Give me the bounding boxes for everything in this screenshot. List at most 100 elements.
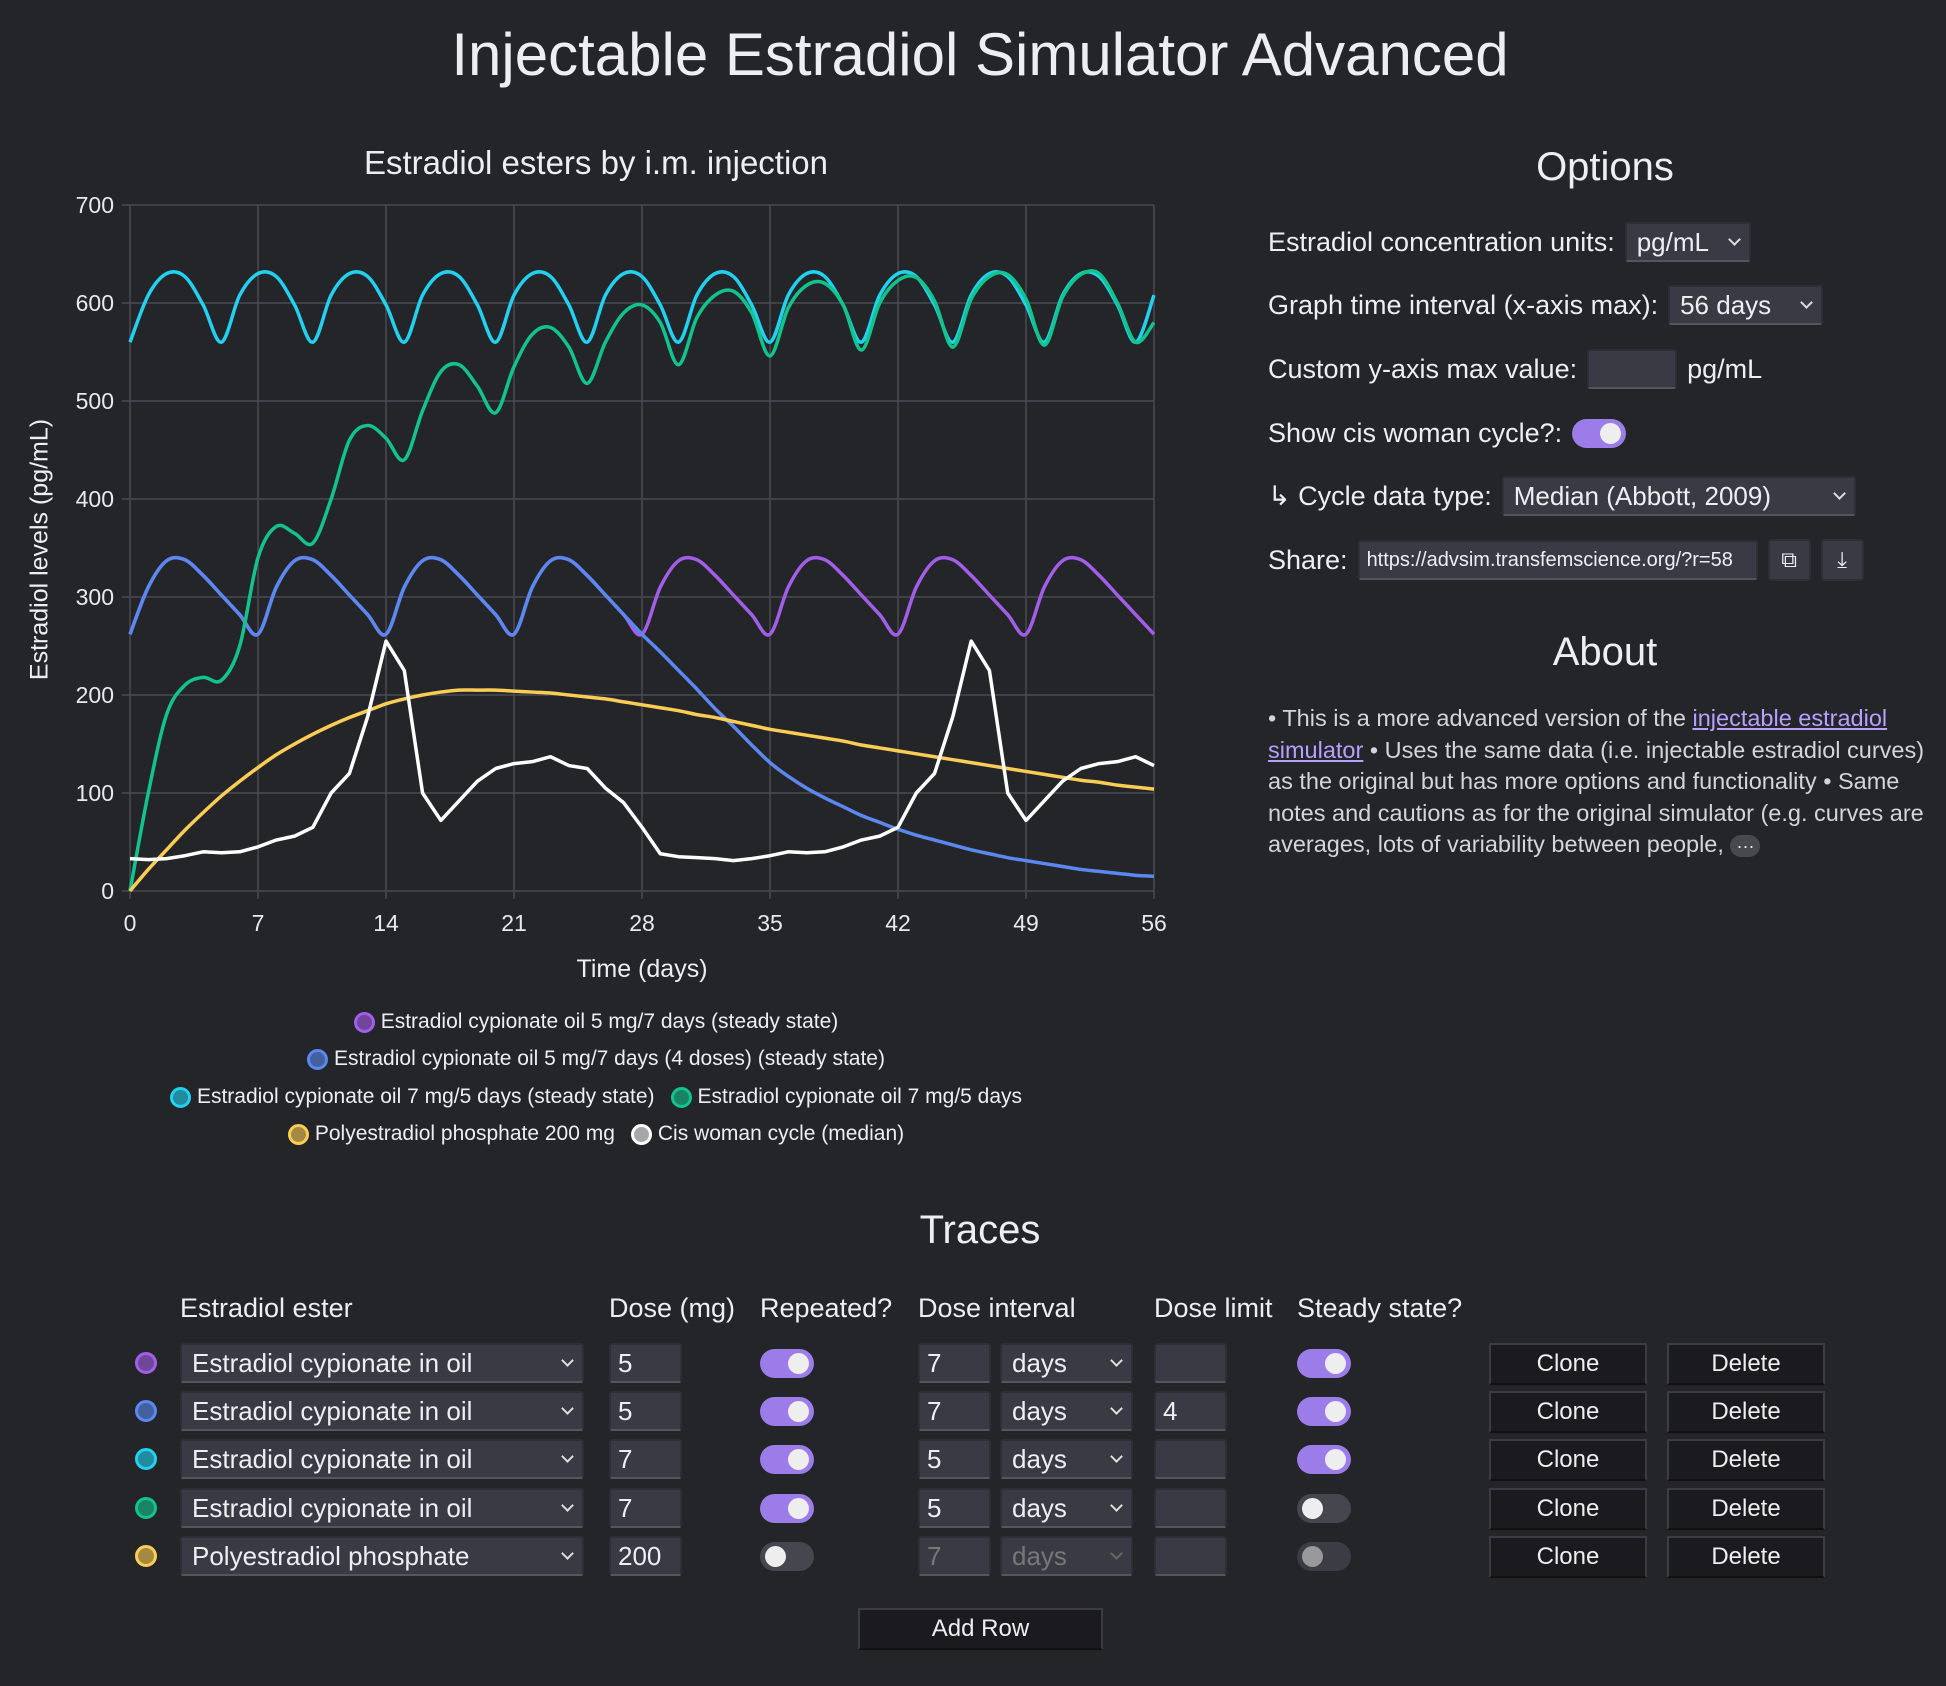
- share-url-input[interactable]: https://advsim.transfemscience.org/?r=58: [1357, 540, 1758, 580]
- ester-select[interactable]: Estradiol cypionate in oil: [180, 1488, 584, 1528]
- x-tick-label: 28: [629, 910, 655, 936]
- delete-button[interactable]: Delete: [1667, 1488, 1825, 1530]
- steady-state-toggle[interactable]: [1297, 1445, 1351, 1474]
- delete-button[interactable]: Delete: [1667, 1439, 1825, 1481]
- steady-state-toggle[interactable]: [1297, 1397, 1351, 1426]
- dose-limit-input[interactable]: [1154, 1536, 1227, 1576]
- interval-unit-value: days: [1012, 1540, 1067, 1571]
- trace-row: Estradiol cypionate in oil 5 7 days Clone Del…: [0, 1343, 1946, 1385]
- legend-label: Estradiol cypionate oil 5 mg/7 days (ste…: [380, 1010, 839, 1033]
- col-steady: Steady state?: [1297, 1293, 1463, 1323]
- legend-label: Polyestradiol phosphate 200 mg: [314, 1122, 615, 1145]
- legend-item[interactable]: Estradiol cypionate oil 5 mg/7 days (ste…: [353, 1010, 839, 1034]
- steady-state-toggle[interactable]: [1297, 1494, 1351, 1523]
- dose-input[interactable]: 5: [609, 1343, 682, 1383]
- trace-row: Estradiol cypionate in oil 7 5 days Clone Del…: [0, 1439, 1946, 1481]
- y-tick-label: 100: [76, 780, 114, 806]
- ymax-input[interactable]: [1587, 349, 1678, 389]
- y-tick-label: 400: [76, 486, 114, 512]
- legend-swatch: [287, 1123, 309, 1145]
- interval-input[interactable]: 5: [918, 1488, 991, 1528]
- y-tick-label: 300: [76, 584, 114, 610]
- ester-select[interactable]: Estradiol cypionate in oil: [180, 1391, 584, 1431]
- interval-input[interactable]: 5: [918, 1439, 991, 1479]
- legend-item[interactable]: Estradiol cypionate oil 7 mg/5 days (ste…: [169, 1085, 655, 1109]
- trace-color-dot: [135, 1497, 157, 1519]
- interval-unit-select[interactable]: days: [1000, 1536, 1133, 1576]
- steady-state-toggle[interactable]: [1297, 1349, 1351, 1378]
- cycle-type-select[interactable]: Median (Abbott, 2009): [1501, 476, 1856, 516]
- cycle-toggle[interactable]: [1572, 418, 1627, 448]
- copy-button[interactable]: ⧉: [1767, 539, 1811, 581]
- repeated-toggle[interactable]: [760, 1397, 814, 1426]
- dose-input[interactable]: 5: [609, 1391, 682, 1431]
- more-button[interactable]: ···: [1730, 835, 1761, 857]
- cycle-type-label: ↳ Cycle data type:: [1268, 480, 1492, 511]
- delete-button[interactable]: Delete: [1667, 1391, 1825, 1433]
- clone-button[interactable]: Clone: [1489, 1488, 1647, 1530]
- dose-limit-input[interactable]: [1154, 1439, 1227, 1479]
- legend-row: Estradiol cypionate oil 7 mg/5 days (ste…: [96, 1085, 1096, 1109]
- legend-row: Polyestradiol phosphate 200 mg Cis woman …: [96, 1122, 1096, 1146]
- repeated-toggle[interactable]: [760, 1445, 814, 1474]
- trace-row: Polyestradiol phosphate 200 7 days Clone Dele…: [0, 1536, 1946, 1578]
- ester-select[interactable]: Estradiol cypionate in oil: [180, 1343, 584, 1383]
- dose-limit-input[interactable]: [1154, 1488, 1227, 1528]
- add-row-button[interactable]: Add Row: [858, 1608, 1103, 1650]
- clone-button[interactable]: Clone: [1489, 1391, 1647, 1433]
- legend-label: Cis woman cycle (median): [657, 1122, 905, 1145]
- interval-select[interactable]: 56 days: [1668, 285, 1824, 325]
- dose-input[interactable]: 7: [609, 1439, 682, 1479]
- legend-item[interactable]: Polyestradiol phosphate 200 mg: [287, 1122, 615, 1146]
- chart-title: Estradiol esters by i.m. injection: [363, 144, 828, 181]
- y-tick-label: 500: [76, 388, 114, 414]
- legend-item[interactable]: Cis woman cycle (median): [630, 1122, 905, 1146]
- legend-row: Estradiol cypionate oil 5 mg/7 days (ste…: [96, 1010, 1096, 1034]
- dose-limit-input[interactable]: [1154, 1343, 1227, 1383]
- interval-unit-select[interactable]: days: [1000, 1488, 1133, 1528]
- interval-value: 56 days: [1680, 289, 1772, 320]
- legend-item[interactable]: Estradiol cypionate oil 5 mg/7 days (4 d…: [307, 1047, 885, 1071]
- ester-select[interactable]: Estradiol cypionate in oil: [180, 1439, 584, 1479]
- repeated-toggle[interactable]: [760, 1349, 814, 1378]
- dose-input[interactable]: 200: [609, 1536, 682, 1576]
- ymax-option: Custom y-axis max value: pg/mL: [1268, 349, 1762, 389]
- legend-swatch: [307, 1048, 329, 1070]
- series-line-3: [128, 269, 1156, 892]
- y-axis-title: Estradiol levels (pg/mL): [25, 418, 54, 681]
- interval-unit-select[interactable]: days: [1000, 1391, 1133, 1431]
- units-label: Estradiol concentration units:: [1268, 226, 1615, 257]
- repeated-toggle[interactable]: [760, 1494, 814, 1523]
- clone-button[interactable]: Clone: [1489, 1343, 1647, 1385]
- units-select[interactable]: pg/mL: [1624, 222, 1751, 262]
- series-line-4: [128, 688, 1155, 893]
- legend-item[interactable]: Estradiol cypionate oil 7 mg/5 days: [670, 1085, 1022, 1109]
- clone-button[interactable]: Clone: [1489, 1536, 1647, 1578]
- download-button[interactable]: ⤓: [1820, 539, 1864, 581]
- dose-limit-input[interactable]: 4: [1154, 1391, 1227, 1431]
- chart: 0 7 14 21 28 35 42 49 56 0 100 200 300 400 500 600 700: [76, 192, 1167, 936]
- cycle-type-value: Median (Abbott, 2009): [1513, 480, 1772, 511]
- original-simulator-link[interactable]: injectable estradiol simulator: [1268, 705, 1888, 763]
- about-text-1: • This is a more advanced version of the: [1268, 705, 1693, 731]
- x-tick-label: 49: [1013, 910, 1039, 936]
- delete-button[interactable]: Delete: [1667, 1536, 1825, 1578]
- delete-button[interactable]: Delete: [1667, 1343, 1825, 1385]
- repeated-toggle[interactable]: [760, 1542, 814, 1571]
- col-repeated: Repeated?: [760, 1293, 893, 1323]
- interval-input[interactable]: 7: [918, 1391, 991, 1431]
- x-tick-label: 0: [124, 910, 137, 936]
- interval-unit-select[interactable]: days: [1000, 1343, 1133, 1383]
- trace-color-dot: [135, 1400, 157, 1422]
- clone-button[interactable]: Clone: [1489, 1439, 1647, 1481]
- ester-select[interactable]: Polyestradiol phosphate: [180, 1536, 584, 1576]
- chevron-down-icon: [1110, 1402, 1123, 1415]
- steady-state-toggle[interactable]: [1297, 1542, 1351, 1571]
- interval-unit-select[interactable]: days: [1000, 1439, 1133, 1479]
- dose-input[interactable]: 7: [609, 1488, 682, 1528]
- interval-input[interactable]: 7: [918, 1343, 991, 1383]
- ester-value: Estradiol cypionate in oil: [192, 1347, 473, 1378]
- interval-input[interactable]: 7: [918, 1536, 991, 1576]
- ymax-unit: pg/mL: [1687, 353, 1763, 384]
- ymax-label: Custom y-axis max value:: [1268, 353, 1578, 384]
